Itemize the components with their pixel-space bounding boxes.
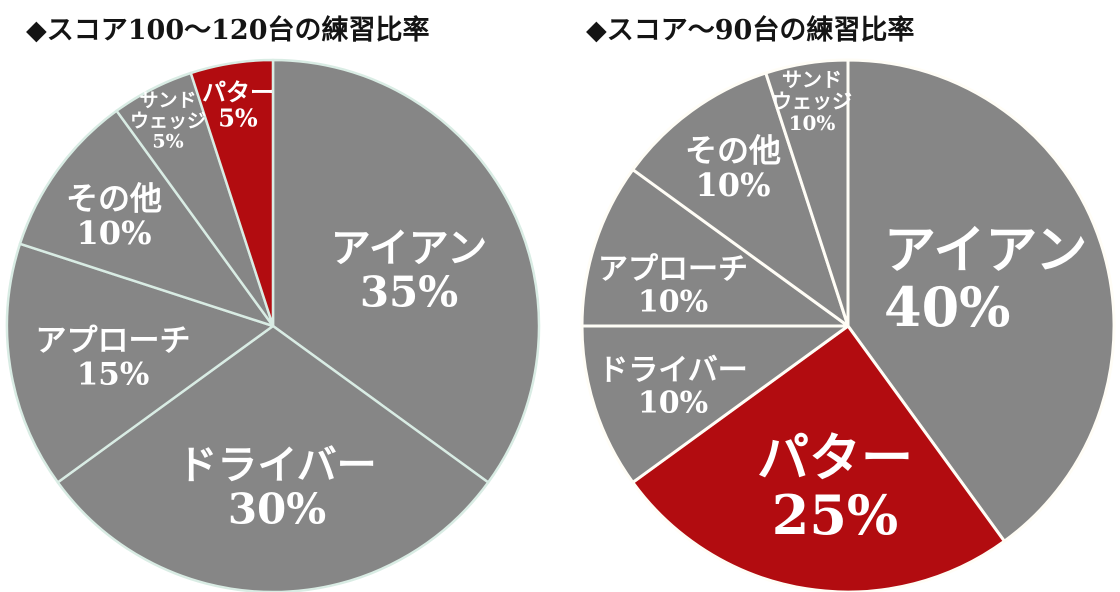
- pie-slice-アイアン: [271, 58, 541, 484]
- slice-label-サンドウェッジ: サンドウェッジ 5%: [130, 89, 206, 152]
- left-pie-chart: アイアン 35% ドライバー 30% アプローチ 15% その他 10% サンドウェッジ 5%パタ…: [5, 58, 541, 592]
- pie-slice-その他: [18, 109, 275, 328]
- pie-slice-その他: [631, 71, 850, 328]
- right-pie-chart: アイアン 40% パター 25%ドライバー 10% アプローチ 10% その他 10%サンドウェ…: [580, 58, 1116, 592]
- pie-slice-サンドウェッジ: [764, 58, 850, 328]
- pie-slice-アプローチ: [5, 242, 275, 484]
- slice-label-アイアン: アイアン 40%: [884, 220, 1087, 339]
- slice-label-アプローチ: アプローチ 15%: [36, 323, 191, 393]
- left-chart-title: ◆スコア100〜120台の練習比率: [26, 15, 430, 46]
- pie-slice-ドライバー: [580, 324, 850, 484]
- slice-label-ドライバー: ドライバー 10%: [598, 353, 747, 420]
- right-chart-title: ◆スコア〜90台の練習比率: [586, 15, 915, 46]
- slice-label-その他: その他 10%: [685, 132, 781, 205]
- slice-label-アプローチ: アプローチ 10%: [598, 252, 748, 319]
- slice-label-パター: パター 5%: [202, 78, 274, 133]
- slice-label-パター: パター 25%: [757, 428, 913, 547]
- slice-label-アイアン: アイアン 35%: [331, 225, 487, 317]
- pie-slice-パター: [189, 58, 275, 328]
- slice-label-その他: その他 10%: [66, 180, 162, 253]
- slice-label-ドライバー: ドライバー 30%: [177, 442, 376, 534]
- pie-slice-アイアン: [846, 58, 1116, 543]
- slice-label-サンドウェッジ: サンドウェッジ 10%: [772, 68, 852, 135]
- pie-slice-パター: [631, 324, 1006, 592]
- pie-slice-アプローチ: [580, 168, 850, 328]
